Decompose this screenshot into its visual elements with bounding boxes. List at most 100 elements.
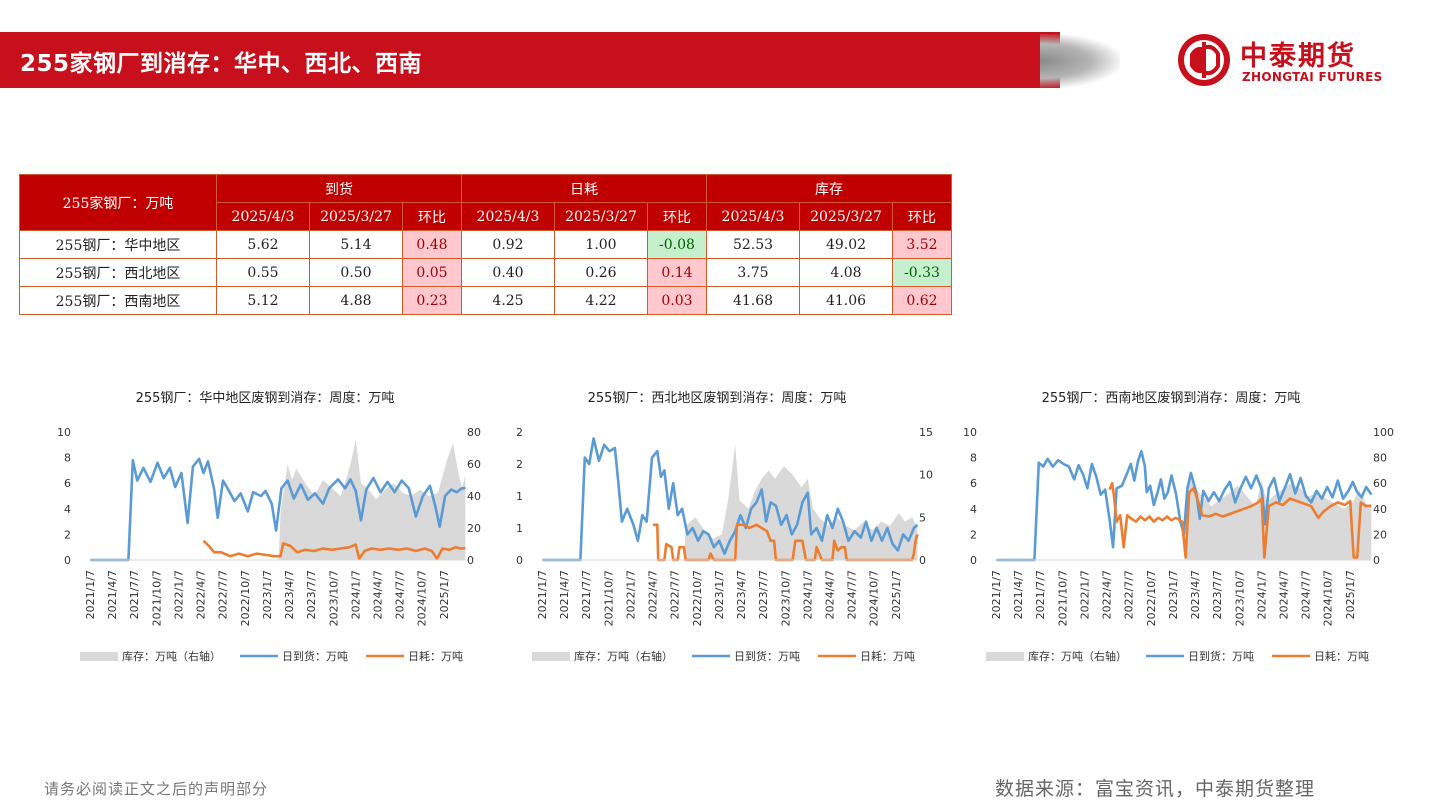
x-tick-label: 2024/10/7: [868, 570, 881, 626]
x-tick-label: 2023/1/7: [713, 570, 726, 619]
x-tick-label: 2023/1/7: [261, 570, 274, 619]
series-arrival-line: [542, 437, 919, 562]
y-right-tick-label: 0: [1373, 554, 1380, 567]
x-tick-label: 2021/1/7: [84, 570, 97, 619]
change-cell: -0.33: [892, 258, 952, 287]
x-tick-label: 2022/7/7: [1123, 570, 1136, 619]
x-tick-label: 2023/7/7: [757, 570, 770, 619]
x-tick-label: 2022/4/7: [195, 570, 208, 619]
company-logo: 中泰期货 ZHONGTAI FUTURES: [1176, 32, 1416, 90]
y-right-tick-label: 5: [919, 511, 926, 524]
x-tick-label: 2024/1/7: [349, 570, 362, 619]
x-tick-label: 2022/1/7: [172, 570, 185, 619]
x-tick-label: 2022/10/7: [239, 570, 252, 626]
x-tick-label: 2021/7/7: [1034, 570, 1047, 619]
x-tick-label: 2021/4/7: [558, 570, 571, 619]
y-left-tick-label: 2: [970, 528, 977, 541]
disclaimer-text: 请务必阅读正文之后的声明部分: [44, 780, 269, 798]
x-tick-label: 2022/10/7: [1145, 570, 1158, 626]
legend-label: 日到货：万吨: [282, 649, 348, 663]
subheader-change: 环比: [892, 202, 952, 231]
legend-label: 日到货：万吨: [1188, 649, 1254, 663]
legend-label: 日耗：万吨: [1314, 650, 1369, 663]
logo-cn-text: 中泰期货: [1240, 41, 1356, 72]
table-cell: 41.06: [799, 286, 893, 315]
zhongtai-logo-icon: [1178, 34, 1230, 86]
chart-southwest: 255钢厂：西南地区废钢到消存：周度：万吨 0 2 4 6 8 10 0 20 40 60 80 100…: [946, 380, 1396, 680]
table-cell: 52.53: [706, 230, 800, 259]
chart-northwest-svg: 255钢厂：西北地区废钢到消存：周度：万吨 0 1 1 2 2 0 5 10 15 2021/1/7…: [516, 390, 933, 663]
legend-label: 库存：万吨（右轴）: [1028, 649, 1127, 663]
y-left-tick-label: 6: [970, 477, 977, 490]
y-left-tick-label: 2: [64, 528, 71, 541]
x-tick-label: 2025/1/7: [438, 570, 451, 619]
row-label: 255钢厂：西南地区: [19, 286, 217, 315]
x-tick-label: 2024/7/7: [1300, 570, 1313, 619]
legend-label: 日到货：万吨: [734, 649, 800, 663]
series-consumption-line: [202, 539, 466, 560]
y-right-tick-label: 20: [1373, 528, 1387, 541]
x-tick-label: 2024/4/7: [372, 570, 385, 619]
legend-label: 日耗：万吨: [860, 650, 915, 663]
legend-swatch-inventory: [80, 652, 118, 661]
y-right-tick-label: 100: [1373, 426, 1394, 439]
x-tick-label: 2024/7/7: [394, 570, 407, 619]
x-tick-label: 2023/4/7: [735, 570, 748, 619]
series-inventory-area: [1184, 470, 1372, 560]
y-left-tick-label: 0: [516, 554, 523, 567]
y-right-tick-label: 80: [467, 426, 481, 439]
group-header-inventory: 库存: [706, 174, 952, 203]
x-tick-label: 2023/10/7: [1233, 570, 1246, 626]
title-bar-shadow: [1040, 34, 1120, 88]
group-header-consumption: 日耗: [461, 174, 707, 203]
table-cell: 0.92: [461, 230, 555, 259]
subheader-date: 2025/4/3: [461, 202, 555, 231]
table-cell: 0.50: [309, 258, 403, 287]
y-left-tick-label: 0: [970, 554, 977, 567]
table-cell: 5.14: [309, 230, 403, 259]
x-tick-label: 2021/1/7: [990, 570, 1003, 619]
x-tick-label: 2021/7/7: [128, 570, 141, 619]
y-right-tick-label: 60: [467, 458, 481, 471]
legend-swatch-inventory: [986, 652, 1024, 661]
x-tick-label: 2021/1/7: [536, 570, 549, 619]
row-label: 255钢厂：华中地区: [19, 230, 217, 259]
table-cell: 4.88: [309, 286, 403, 315]
chart-central: 255钢厂：华中地区废钢到消存：周度：万吨 0 2 4 6 8 10 0 20 40 60 80 202…: [40, 380, 490, 680]
subheader-change: 环比: [402, 202, 462, 231]
change-cell: 0.03: [647, 286, 707, 315]
change-cell: 0.48: [402, 230, 462, 259]
table-cell: 5.62: [216, 230, 310, 259]
x-tick-label: 2022/1/7: [1078, 570, 1091, 619]
chart-title: 255钢厂：西南地区废钢到消存：周度：万吨: [1042, 390, 1301, 406]
y-right-tick-label: 10: [919, 469, 933, 482]
series-arrival-line: [90, 457, 466, 562]
data-source-text: 数据来源：富宝资讯，中泰期货整理: [995, 778, 1316, 800]
table-corner: 255家钢厂：万吨: [19, 174, 217, 231]
x-tick-label: 2024/4/7: [824, 570, 837, 619]
change-cell: 3.52: [892, 230, 952, 259]
y-right-tick-label: 40: [1373, 503, 1387, 516]
y-left-tick-label: 2: [516, 426, 523, 439]
legend-label: 库存：万吨（右轴）: [122, 649, 221, 663]
y-right-tick-label: 40: [467, 490, 481, 503]
table-cell: 1.00: [554, 230, 648, 259]
table-cell: 5.12: [216, 286, 310, 315]
row-label: 255钢厂：西北地区: [19, 258, 217, 287]
title-bar: [0, 32, 1060, 88]
x-tick-label: 2022/7/7: [669, 570, 682, 619]
chart-central-svg: 255钢厂：华中地区废钢到消存：周度：万吨 0 2 4 6 8 10 0 20 40 60 80 202…: [57, 390, 481, 663]
table-cell: 41.68: [706, 286, 800, 315]
x-tick-label: 2021/4/7: [106, 570, 119, 619]
table-row: 255钢厂：华中地区 5.62 5.14 0.48 0.92 1.00 -0.0…: [19, 230, 952, 259]
x-tick-label: 2023/7/7: [305, 570, 318, 619]
series-inventory-area: [683, 444, 918, 560]
y-left-tick-label: 10: [963, 426, 977, 439]
series-inventory-area: [278, 440, 466, 560]
table-header-row: 255家钢厂：万吨 到货 日耗 库存: [19, 174, 952, 231]
x-tick-label: 2024/4/7: [1278, 570, 1291, 619]
x-tick-label: 2023/4/7: [283, 570, 296, 619]
x-tick-label: 2025/1/7: [1344, 570, 1357, 619]
legend-swatch-inventory: [532, 652, 570, 661]
x-tick-label: 2023/4/7: [1189, 570, 1202, 619]
